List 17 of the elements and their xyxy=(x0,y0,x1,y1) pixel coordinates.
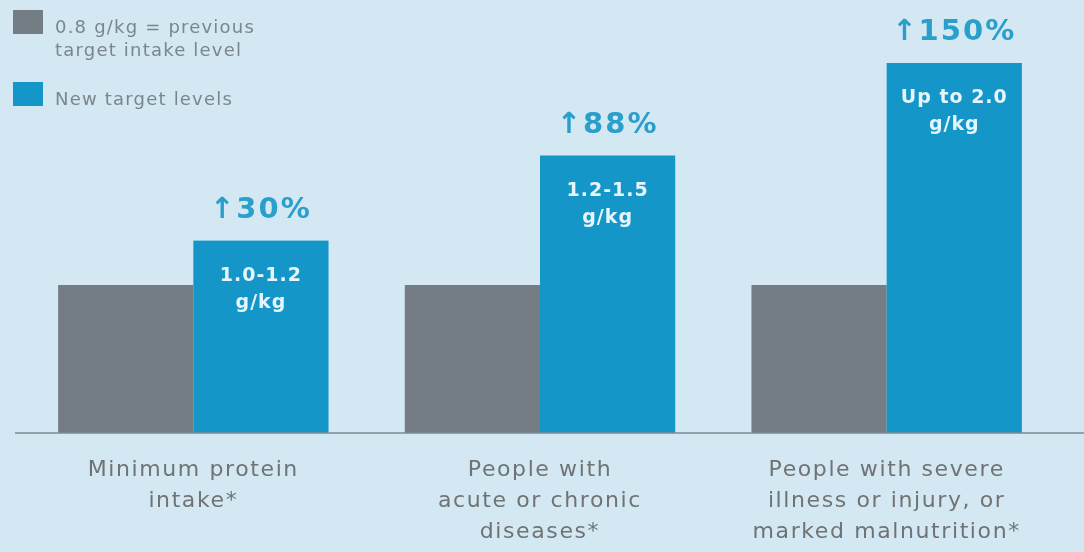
x-tick-label: People with severe illness or injury, or marked malnutrition* xyxy=(752,456,1021,543)
bar xyxy=(886,63,1022,433)
bar xyxy=(58,285,194,433)
bar xyxy=(751,285,887,433)
annotation: ↑88% xyxy=(556,105,659,140)
annotation: ↑150% xyxy=(892,13,1017,47)
data-label: Up to 2.0 g/kg xyxy=(900,85,1008,134)
bar xyxy=(193,240,329,433)
x-tick-label: Minimum protein intake* xyxy=(87,456,299,512)
bar xyxy=(404,285,540,433)
bar xyxy=(540,155,676,433)
annotation: ↑30% xyxy=(210,190,312,225)
legend-label: New target levels xyxy=(55,88,234,109)
x-tick-label: People with acute or chronic diseases* xyxy=(438,456,642,543)
legend-label: 0.8 g/kg = previous target intake level xyxy=(55,16,255,60)
data-label: 1.0-1.2 g/kg xyxy=(219,262,303,312)
data-label: 1.2-1.5 g/kg xyxy=(566,177,649,227)
